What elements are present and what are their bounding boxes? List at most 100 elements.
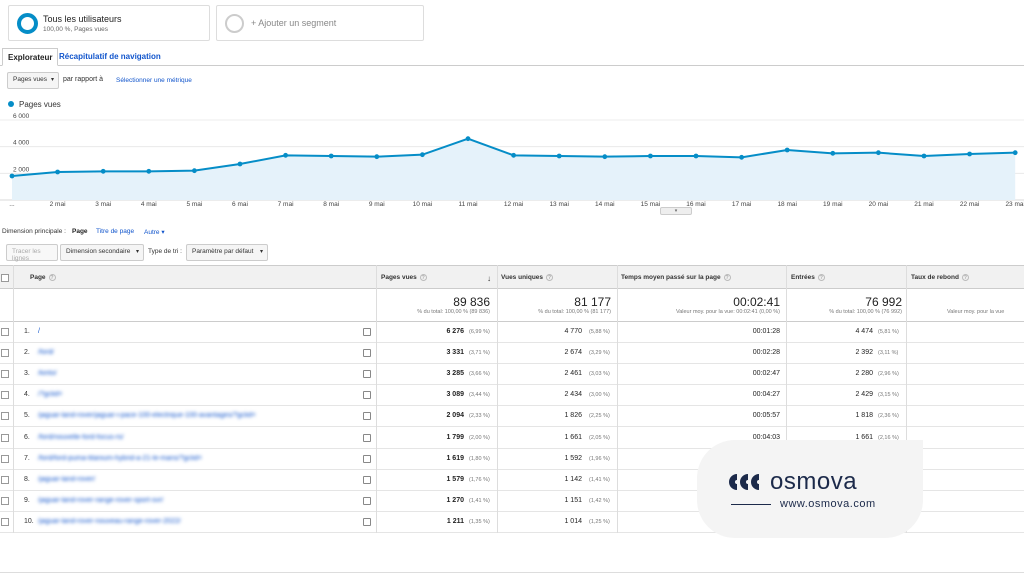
row-checkbox[interactable]	[1, 475, 9, 484]
data-point[interactable]	[830, 150, 836, 156]
row-page-link[interactable]: /ford/	[38, 349, 54, 357]
row-checkbox[interactable]	[1, 349, 9, 358]
col-pageviews[interactable]: Pages vues?	[381, 274, 427, 281]
row-page-link[interactable]: /ford/ford-puma-titanium-hybrid-a-21-le-…	[38, 454, 202, 462]
row-page-link[interactable]: /jaguar-land-rover/	[38, 475, 96, 483]
data-point[interactable]	[374, 154, 380, 160]
data-point[interactable]	[420, 152, 425, 158]
row-number: 1.	[24, 328, 30, 335]
chart-resize-handle[interactable]: ▾	[660, 207, 692, 215]
pageviews-line-chart[interactable]: 6 000 4 000 2 000... 2 mai 3 mai 4 mai 5 mai 6 …	[0, 110, 1024, 218]
sort-type-select[interactable]: Paramètre par défaut ▾	[186, 244, 268, 261]
data-point[interactable]	[739, 154, 744, 160]
row-checkbox[interactable]	[1, 454, 9, 463]
row-checkbox[interactable]	[1, 517, 9, 526]
dimension-page[interactable]: Page	[72, 228, 88, 235]
x-tick-label: 22 mai	[960, 201, 980, 208]
row-checkbox[interactable]	[1, 328, 9, 336]
open-external-icon[interactable]	[363, 349, 371, 358]
open-external-icon[interactable]	[363, 391, 371, 400]
row-unique: 1 661	[564, 433, 582, 441]
help-icon[interactable]: ?	[48, 274, 56, 281]
row-number: 9.	[24, 496, 30, 504]
segment-subtitle: 100,00 %, Pages vues	[43, 26, 109, 33]
x-tick-label: 7 mai	[278, 201, 294, 208]
row-checkbox[interactable]	[1, 496, 9, 505]
row-page-link[interactable]: /jaguar-land-rover-nouveau-range-rover-2…	[38, 517, 181, 525]
chart-legend: Pages vues	[19, 100, 61, 109]
segment-all-users[interactable]: Tous les utilisateurs 100,00 %, Pages vu…	[8, 5, 210, 41]
open-external-icon[interactable]	[363, 517, 371, 526]
vs-label: par rapport à	[63, 76, 104, 83]
add-segment-button[interactable]: + Ajouter un segment	[216, 5, 424, 41]
row-page-link[interactable]: /	[38, 328, 40, 335]
tab-explorer[interactable]: Explorateur	[2, 48, 59, 66]
col-page[interactable]: Page?	[30, 274, 56, 281]
row-pageviews-pct: (2,00 %)	[469, 434, 490, 441]
help-icon[interactable]: ?	[419, 274, 427, 281]
data-point[interactable]	[693, 153, 699, 159]
row-checkbox[interactable]	[1, 412, 9, 421]
row-checkbox[interactable]	[1, 391, 9, 400]
dimension-page-title[interactable]: Titre de page	[96, 228, 135, 235]
data-point[interactable]	[192, 168, 197, 174]
row-pageviews-pct: (1,35 %)	[469, 518, 490, 525]
open-external-icon[interactable]	[363, 328, 371, 336]
data-point[interactable]	[921, 153, 927, 159]
data-point[interactable]	[876, 150, 881, 156]
secondary-dimension-select[interactable]: Dimension secondaire ▾	[60, 244, 144, 261]
table-row[interactable]: 1. / 6 276 (6,99 %) 4 770 (5,88 %) 00:01:28 4 4…	[0, 322, 1024, 343]
row-entries-pct: (2,96 %)	[878, 371, 899, 378]
help-icon[interactable]: ?	[961, 274, 969, 281]
data-point[interactable]	[1012, 150, 1018, 156]
select-all-checkbox[interactable]	[1, 274, 9, 282]
data-point[interactable]	[328, 153, 334, 159]
open-external-icon[interactable]	[363, 496, 371, 505]
table-row[interactable]: 5. /jaguar-land-rover/jaguar-i-pace-100-e…	[0, 406, 1024, 428]
help-icon[interactable]: ?	[723, 274, 731, 281]
row-unique-pct: (1,42 %)	[589, 497, 610, 504]
select-metric-link[interactable]: Sélectionner une métrique	[116, 77, 192, 84]
help-icon[interactable]: ?	[546, 274, 554, 281]
help-icon[interactable]: ?	[817, 274, 825, 281]
row-avgtime: 00:01:28	[752, 328, 780, 335]
data-point[interactable]	[55, 169, 60, 175]
row-page-link[interactable]: /ford/nouvelle-ford-focus-rs/	[38, 433, 124, 441]
dimension-other[interactable]: Autre ▾	[144, 228, 165, 236]
table-row[interactable]: 4. /?gclid= 3 089 (3,44 %) 2 434 (3,00 %) 00:0…	[0, 385, 1024, 407]
data-point[interactable]	[967, 151, 972, 157]
data-point[interactable]	[100, 168, 106, 174]
row-page-link[interactable]: /?gclid=	[38, 391, 63, 399]
col-unique-views[interactable]: Vues uniques?	[501, 274, 554, 281]
sort-desc-arrow-icon[interactable]: ↓	[487, 274, 491, 283]
data-point[interactable]	[146, 168, 152, 174]
row-checkbox[interactable]	[1, 370, 9, 379]
col-entries[interactable]: Entrées?	[791, 274, 825, 281]
open-external-icon[interactable]	[363, 433, 371, 442]
row-checkbox[interactable]	[1, 433, 9, 442]
row-number: 5.	[24, 412, 30, 420]
open-external-icon[interactable]	[363, 475, 371, 484]
data-point[interactable]	[9, 173, 15, 179]
data-point[interactable]	[511, 152, 516, 158]
data-point[interactable]	[648, 153, 653, 159]
open-external-icon[interactable]	[363, 412, 371, 421]
tab-navigation-summary[interactable]: Récapitulatif de navigation	[59, 52, 161, 61]
row-page-link[interactable]: /kinto/	[38, 370, 57, 378]
table-row[interactable]: 2. /ford/3 331 (3,71 %) 2 674 (3,29 %) 00:02:…	[0, 343, 1024, 365]
open-external-icon[interactable]	[363, 370, 371, 379]
plot-rows-button[interactable]: Tracer les lignes	[6, 244, 58, 262]
open-external-icon[interactable]	[363, 454, 371, 463]
table-row[interactable]: 3. /kinto/3 285 (3,66 %) 2 461 (3,03 %) 00:02…	[0, 364, 1024, 386]
row-page-link[interactable]: /jaguar-land-rover-range-rover-sport-svr…	[38, 496, 164, 504]
data-point[interactable]	[784, 147, 790, 153]
data-point[interactable]	[465, 136, 471, 142]
metric-select[interactable]: Pages vues ▾	[7, 72, 59, 89]
col-avg-time[interactable]: Temps moyen passé sur la page?	[621, 274, 731, 281]
data-point[interactable]	[556, 153, 562, 159]
data-point[interactable]	[237, 161, 243, 167]
data-point[interactable]	[602, 154, 608, 160]
col-bounce-rate[interactable]: Taux de rebond?	[911, 274, 969, 281]
data-point[interactable]	[283, 152, 288, 158]
row-page-link[interactable]: /jaguar-land-rover/jaguar-i-pace-100-ele…	[38, 412, 256, 420]
